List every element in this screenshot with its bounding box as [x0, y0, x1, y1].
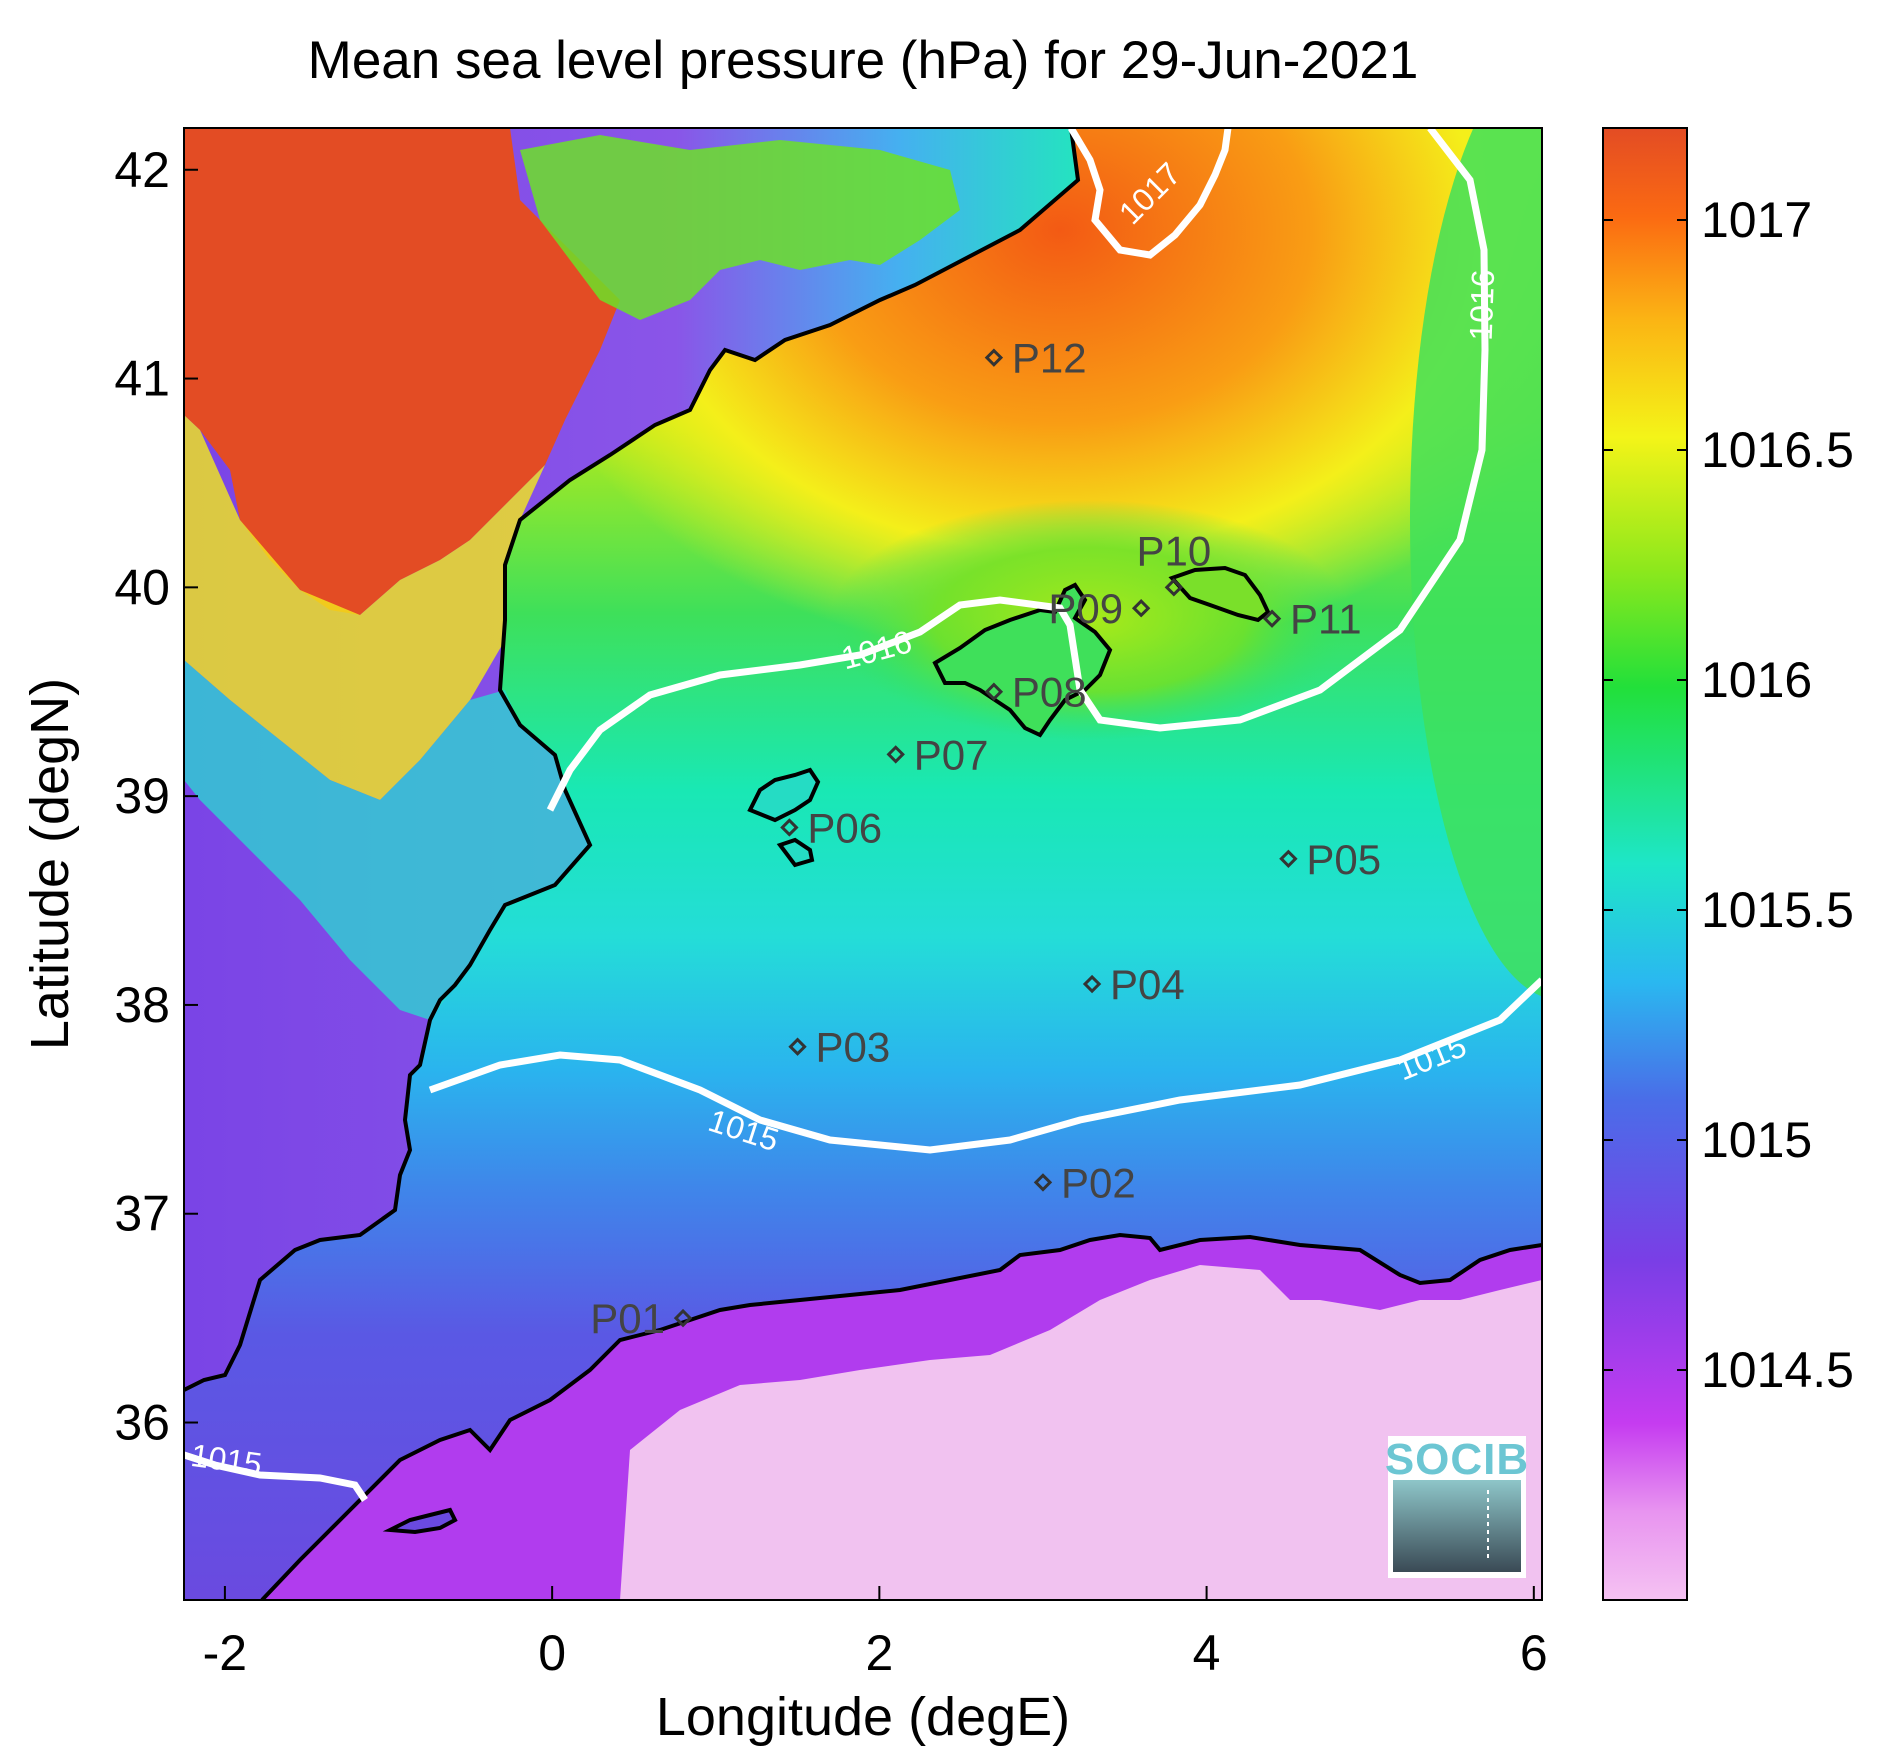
socib-logo-text: SOCIB: [1385, 1435, 1529, 1484]
x-tick-label: 6: [1520, 1625, 1548, 1681]
station-marker: [1279, 849, 1298, 868]
isobar-1015-southwest: [184, 1451, 368, 1502]
iberia-mountains: [520, 135, 960, 320]
station-marker: [1262, 609, 1282, 628]
colorbar-frame: [1602, 127, 1688, 1601]
map-frame: [183, 127, 1543, 1601]
station-marker: [788, 1037, 807, 1056]
station-marker: [1164, 578, 1184, 597]
colorbar-tick-label: 1015: [1701, 1112, 1812, 1168]
station-marker: [984, 682, 1004, 701]
station-label: P05: [1306, 836, 1381, 883]
station-marker: [886, 745, 905, 764]
x-axis-label: Longitude (degE): [656, 1687, 1070, 1747]
iberia-slope: [184, 415, 545, 800]
north-africa-interior: [620, 1265, 1542, 1600]
iberia-plateau: [184, 128, 620, 615]
colorbar: 1014.5 1015 1015.5 1016 1016.5 1017: [1602, 127, 1854, 1601]
station-label: P07: [914, 731, 989, 778]
x-tick-label: 4: [1193, 1625, 1221, 1681]
africa-coastline: [260, 1232, 1542, 1600]
station-label: P02: [1061, 1159, 1136, 1206]
station-marker: [1033, 1173, 1053, 1192]
contour-label: 1016: [1463, 269, 1501, 341]
station-marker: [1082, 974, 1102, 994]
y-tick-label: 36: [114, 1395, 170, 1451]
formentera: [776, 837, 815, 868]
colorbar-tick-label: 1016.5: [1701, 422, 1854, 478]
colorbar-tick-label: 1017: [1701, 192, 1812, 248]
station-marker: [1131, 599, 1151, 618]
ibiza: [747, 767, 821, 823]
colorbar-tick-label: 1015.5: [1701, 882, 1854, 938]
station-label: P01: [590, 1295, 665, 1342]
y-tick-label: 38: [114, 977, 170, 1033]
menorca: [1168, 565, 1271, 623]
colorbar-gradient: [1603, 128, 1687, 1600]
iberia-coastline: [184, 128, 1081, 1392]
station-label: P11: [1290, 596, 1362, 643]
station-label: P06: [807, 804, 882, 851]
socib-logo: SOCIB: [1385, 1435, 1529, 1578]
y-tick-label: 40: [114, 559, 170, 615]
station-marker: [673, 1308, 693, 1328]
colorbar-tick-label: 1014.5: [1701, 1342, 1854, 1398]
y-tick-label: 39: [114, 768, 170, 824]
isobar-1017: [1067, 128, 1232, 259]
isobar-1015-south: [428, 977, 1542, 1154]
station-marker: [984, 348, 1004, 367]
station-label: P12: [1012, 335, 1087, 382]
colorbar-ticks: 1014.5 1015 1015.5 1016 1016.5 1017: [1603, 192, 1854, 1398]
station-points: P01 P02 P03 P04 P05 P06 P07 P08 P09 P10 P11 P12: [590, 335, 1381, 1342]
alboran-island: [382, 1507, 458, 1535]
station-marker: [780, 818, 799, 837]
figure-title: Mean sea level pressure (hPa) for 29-Jun…: [308, 31, 1419, 90]
y-tick-label: 37: [114, 1186, 170, 1242]
station-label: P10: [1137, 527, 1212, 574]
y-tick-label: 42: [114, 142, 170, 198]
x-axis-ticks: -2 0 2 4 6: [203, 1586, 1548, 1681]
y-tick-label: 41: [114, 351, 170, 407]
x-tick-label: -2: [203, 1625, 247, 1681]
station-label: P04: [1110, 961, 1185, 1008]
y-axis-ticks: 36 37 38 39 40 41 42: [114, 142, 198, 1451]
x-tick-label: 2: [865, 1625, 893, 1681]
colorbar-tick-label: 1016: [1701, 652, 1812, 708]
x-tick-label: 0: [538, 1625, 566, 1681]
station-label: P09: [1048, 585, 1123, 632]
isobar-1016: [546, 128, 1489, 812]
y-axis-label: Latitude (degN): [20, 678, 80, 1050]
station-label: P08: [1012, 669, 1087, 716]
station-label: P03: [816, 1024, 891, 1071]
east-green-band: [1410, 128, 1542, 997]
